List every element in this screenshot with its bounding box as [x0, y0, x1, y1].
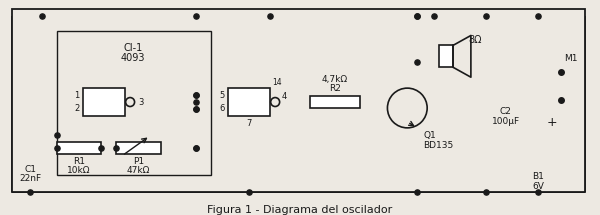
Bar [56, 31, 211, 175]
Text: BD135: BD135 [423, 141, 454, 150]
Text: 6V: 6V [533, 182, 544, 191]
Text: 8Ω: 8Ω [468, 35, 482, 45]
Text: 7: 7 [247, 119, 252, 128]
Text: 6: 6 [219, 104, 224, 114]
Text: 4093: 4093 [121, 53, 145, 63]
Text: 22nF: 22nF [20, 174, 42, 183]
Text: CI-1: CI-1 [124, 43, 143, 53]
Bar [439, 45, 453, 67]
Bar [83, 88, 125, 116]
Bar [229, 88, 270, 116]
Bar [116, 142, 161, 154]
Text: Figura 1 - Diagrama del oscilador: Figura 1 - Diagrama del oscilador [208, 205, 392, 215]
Text: R1: R1 [73, 157, 85, 166]
Text: 5: 5 [219, 91, 224, 100]
Text: 100μF: 100μF [491, 117, 520, 126]
Text: C2: C2 [500, 108, 512, 117]
Text: 14: 14 [272, 78, 282, 87]
Text: 2: 2 [74, 104, 79, 114]
Text: 4: 4 [282, 92, 287, 101]
Bar [310, 96, 359, 108]
Text: 10kΩ: 10kΩ [67, 166, 91, 175]
Text: +: + [547, 116, 557, 129]
Text: Q1: Q1 [423, 131, 436, 140]
Text: 1: 1 [74, 91, 79, 100]
Text: M1: M1 [564, 54, 578, 63]
Text: C1: C1 [25, 165, 37, 174]
Bar [12, 9, 585, 192]
Text: B1: B1 [533, 172, 544, 181]
Text: 47kΩ: 47kΩ [127, 166, 150, 175]
Text: 4,7kΩ: 4,7kΩ [322, 75, 348, 84]
Text: R2: R2 [329, 84, 341, 93]
Text: P1: P1 [133, 157, 144, 166]
Text: 3: 3 [138, 98, 143, 107]
Bar [56, 142, 101, 154]
